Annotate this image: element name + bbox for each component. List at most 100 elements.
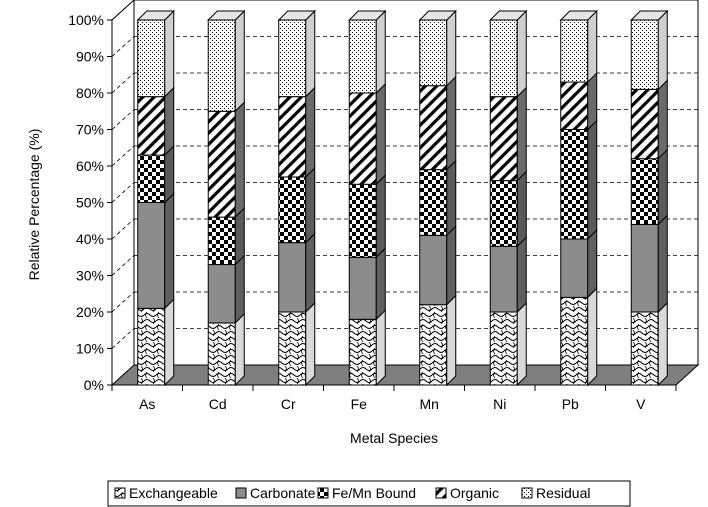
bar-top: [559, 10, 598, 21]
bar-segment-side: [164, 9, 175, 98]
legend-swatch: [317, 487, 329, 499]
legend-swatch: [235, 487, 247, 499]
bar-segment: [278, 176, 307, 244]
x-tick-label: Mn: [420, 396, 439, 412]
x-tick-label: Cr: [281, 396, 296, 412]
bar-segment-side: [305, 86, 316, 179]
bar-segment: [207, 216, 236, 266]
bar-segment-side: [164, 144, 175, 204]
y-tick-label: 100%: [68, 12, 104, 28]
bar-segment: [630, 311, 659, 386]
bar-segment-side: [587, 119, 598, 241]
bar-stack-cr: [277, 9, 316, 387]
bar-top: [207, 10, 246, 21]
axes: 0% 10% 20% 30% 40% 50% 60% 70% 80% 90% 100% As Cd Cr F…: [26, 12, 677, 446]
bar-segment-side: [446, 9, 457, 87]
bar-segment: [630, 158, 659, 225]
bar-segment: [419, 304, 448, 386]
legend-label: Residual: [536, 485, 590, 501]
bar-segment: [419, 169, 448, 236]
bar-segment: [207, 110, 236, 218]
bar-segment: [137, 19, 166, 98]
gridline-side: [111, 255, 135, 276]
bar-segment-side: [516, 301, 527, 387]
bar-segment-side: [164, 298, 175, 387]
bar-top: [418, 10, 457, 21]
bar-stack-v: [630, 9, 669, 387]
bar-top: [277, 10, 316, 21]
bar-segment: [630, 88, 659, 160]
y-tick-label: 30%: [76, 268, 104, 284]
bar-segment: [489, 311, 518, 386]
bar-segment-side: [657, 79, 668, 160]
plot-floor: [110, 364, 700, 386]
bar-segment: [419, 234, 448, 306]
bar-top: [489, 10, 528, 21]
legend-box: [107, 480, 631, 507]
bar-stack-cd: [207, 9, 246, 387]
bar-segment: [137, 154, 166, 204]
bar-segment-side: [234, 254, 245, 325]
y-tick-label: 80%: [76, 85, 104, 101]
bar-segment-side: [446, 159, 457, 237]
bar-segment-side: [164, 192, 175, 310]
bar-segment: [137, 202, 166, 309]
floor: [110, 364, 700, 386]
bar-top: [630, 10, 669, 21]
bar-segment: [560, 238, 589, 298]
gridline-side: [111, 328, 135, 349]
bar-segment-side: [234, 312, 245, 387]
bar-segment-side: [657, 9, 668, 91]
legend-label: Organic: [450, 485, 499, 501]
bar-segment-side: [516, 170, 527, 248]
bar-segment-side: [516, 236, 527, 314]
bar-segment-side: [657, 214, 668, 314]
bar-segment-side: [234, 101, 245, 219]
bar-segment: [630, 223, 659, 313]
bar-stack-as: [136, 9, 175, 387]
bar-segment-side: [587, 287, 598, 387]
bar-segment: [278, 19, 307, 98]
bar-segment: [348, 19, 377, 94]
bar-segment-side: [234, 9, 245, 113]
legend-swatch: [114, 487, 126, 499]
bar-segment-side: [305, 301, 316, 387]
legend-swatch: [521, 487, 533, 499]
gridline-side: [111, 145, 135, 167]
bar-segment: [560, 19, 589, 83]
bar-segment-side: [375, 174, 386, 259]
y-tick-label: 60%: [76, 158, 104, 174]
plot-back-wall: [111, 0, 699, 385]
y-tick-label: 90%: [76, 49, 104, 65]
x-axis-title: Metal Species: [350, 430, 438, 446]
bar-segment-side: [446, 225, 457, 306]
y-tick-label: 0%: [84, 377, 104, 393]
bar-segment-side: [164, 86, 175, 157]
bar-segment: [348, 318, 377, 386]
gridline-side: [111, 182, 135, 203]
bar-segment-side: [305, 232, 316, 314]
bar-segment: [278, 242, 307, 313]
gridline-side: [111, 36, 135, 57]
legend-label: Carbonate: [250, 485, 316, 501]
bar-segment-side: [305, 166, 316, 244]
bar-stack-ni: [489, 9, 528, 387]
bar-segment-side: [446, 294, 457, 387]
bar-segment: [137, 307, 166, 386]
bar-segment: [560, 81, 589, 131]
bar-segment: [489, 96, 518, 182]
bar-segment: [489, 19, 518, 98]
y-tick-label: 20%: [76, 304, 104, 320]
bar-segment: [489, 180, 518, 247]
bars: [136, 9, 669, 387]
bar-top: [348, 10, 387, 21]
bar-stack-fe: [348, 9, 387, 387]
legend-label: Exchangeable: [129, 485, 218, 501]
bar-segment-side: [516, 86, 527, 182]
legend: Exchangeable Carbonate Fe/Mn Bound Organic R…: [107, 480, 631, 507]
bar-segment-side: [234, 206, 245, 266]
bar-segment-side: [305, 9, 316, 98]
bar-segment: [419, 85, 448, 171]
bar-segment: [207, 19, 236, 112]
x-tick-label: Pb: [562, 396, 579, 412]
